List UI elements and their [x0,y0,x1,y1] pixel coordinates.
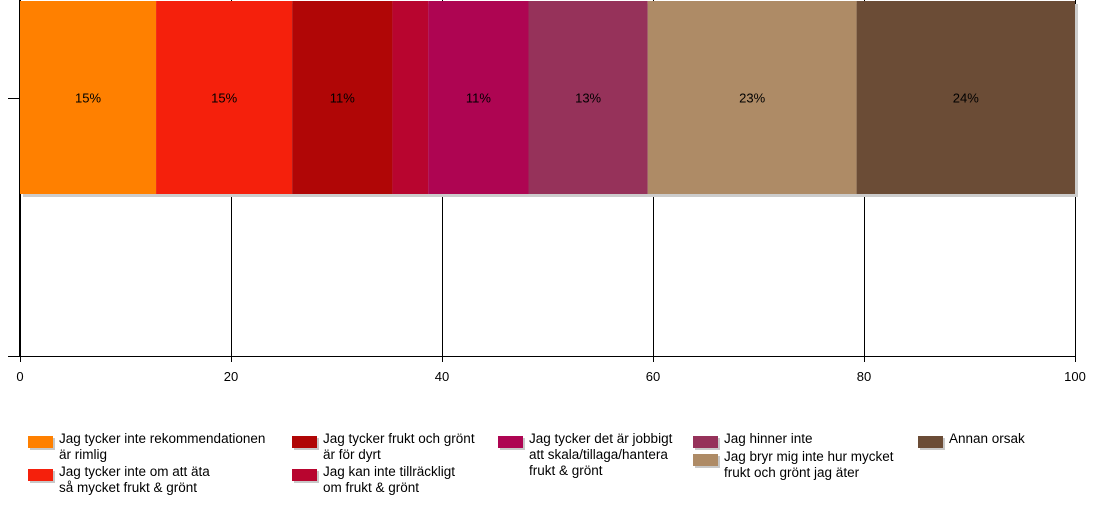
legend-label: Jag tycker inte om att äta så mycket fru… [59,464,210,495]
legend-swatch [292,469,317,481]
x-axis-ticks: 0 20 40 60 80 100 [16,369,1085,384]
legend-swatch [918,436,943,448]
legend-item: Jag kan inte tillräckligt om frukt & grö… [292,464,455,496]
legend-swatch [693,436,718,448]
x-tick-label: 60 [646,369,660,384]
legend-label: Jag kan inte tillräckligt om frukt & grö… [323,464,456,495]
bar-segment [20,1,157,194]
legend-swatch [28,469,53,481]
legend-label: Jag tycker det är jobbigt att skala/till… [529,431,673,478]
axes [8,0,1076,357]
legend-swatch [292,436,317,448]
data-label: 11% [330,91,355,106]
legend-item: Jag tycker inte rekommendationen är riml… [28,431,265,463]
bars: 15% 15% 11% 11% 13% 23% 24% [20,1,1078,197]
x-tick-label: 40 [435,369,449,384]
legend: Jag tycker inte rekommendationen är riml… [0,430,1094,530]
legend-item: Annan orsak [918,431,1025,448]
legend-label: Jag bryr mig inte hur mycket frukt och g… [724,449,894,480]
bar-segment [428,1,529,194]
legend-item: Jag tycker inte om att äta så mycket fru… [28,464,210,496]
legend-item: Jag hinner inte [693,431,813,448]
legend-swatch [693,454,718,466]
data-label: 15% [75,91,101,106]
legend-swatch [28,436,53,448]
bar-segment [856,1,1075,194]
legend-label: Jag hinner inte [724,431,813,446]
x-tick-label: 0 [16,369,23,384]
bar-segment [392,1,429,194]
data-label: 11% [466,91,491,106]
legend-item: Jag tycker frukt och grönt är för dyrt [292,431,475,463]
x-tick-label: 80 [857,369,871,384]
legend-label: Annan orsak [949,431,1025,446]
legend-item: Jag tycker det är jobbigt att skala/till… [498,431,672,479]
x-tick-label: 100 [1064,369,1086,384]
data-label: 24% [953,91,979,106]
bar-segment [156,1,293,194]
data-label: 13% [575,91,601,106]
chart: 15% 15% 11% 11% 13% 23% 24% 0 20 40 60 80 100 [8,0,1086,384]
legend-label: Jag tycker frukt och grönt är för dyrt [323,431,475,462]
x-tick-label: 20 [224,369,238,384]
legend-swatch [498,436,523,448]
bar-segment [647,1,857,194]
legend-label: Jag tycker inte rekommendationen är riml… [59,431,266,462]
data-label: 15% [211,91,237,106]
data-label: 23% [739,91,765,106]
bar-segment [292,1,393,194]
legend-item: Jag bryr mig inte hur mycket frukt och g… [693,449,894,481]
bar-segment [528,1,648,194]
